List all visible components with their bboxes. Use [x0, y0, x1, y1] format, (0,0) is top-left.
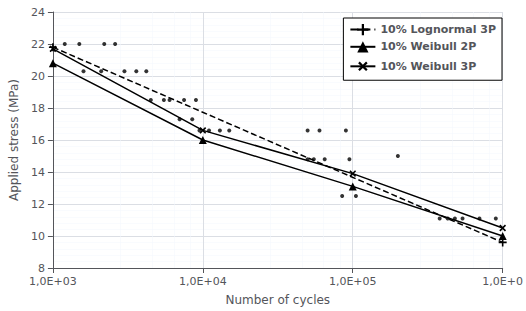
- svg-text:18: 18: [31, 102, 45, 115]
- svg-text:10% Lognormal 3P: 10% Lognormal 3P: [380, 23, 496, 36]
- svg-text:1,0E+04: 1,0E+04: [179, 275, 227, 288]
- svg-text:16: 16: [31, 134, 45, 147]
- svg-text:10% Weibull 3P: 10% Weibull 3P: [380, 60, 476, 73]
- svg-text:Number of cycles: Number of cycles: [225, 293, 330, 307]
- svg-text:8: 8: [38, 262, 45, 275]
- svg-text:10% Weibull 2P: 10% Weibull 2P: [380, 40, 476, 53]
- svg-text:14: 14: [31, 166, 45, 179]
- svg-text:10: 10: [31, 230, 45, 243]
- svg-text:1,0E+03: 1,0E+03: [29, 275, 77, 288]
- svg-text:1,0E+0: 1,0E+0: [482, 275, 523, 288]
- svg-text:Applied stress (MPa): Applied stress (MPa): [7, 79, 21, 201]
- svg-text:1,0E+05: 1,0E+05: [329, 275, 377, 288]
- svg-text:24: 24: [31, 6, 45, 19]
- svg-text:22: 22: [31, 38, 45, 51]
- svg-text:20: 20: [31, 70, 45, 83]
- svg-text:12: 12: [31, 198, 45, 211]
